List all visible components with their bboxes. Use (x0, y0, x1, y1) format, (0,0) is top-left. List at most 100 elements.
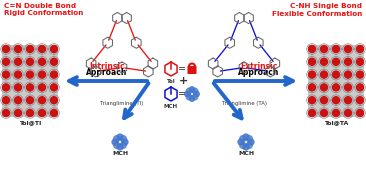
Text: Tol@TI: Tol@TI (19, 120, 41, 125)
Circle shape (192, 88, 198, 94)
Circle shape (15, 58, 22, 65)
Circle shape (38, 46, 45, 53)
Text: =: = (178, 89, 186, 99)
Circle shape (344, 97, 351, 104)
Circle shape (185, 91, 190, 97)
Circle shape (26, 84, 34, 91)
Circle shape (189, 87, 195, 92)
Circle shape (321, 109, 328, 116)
Circle shape (309, 109, 315, 116)
Circle shape (321, 46, 328, 53)
Circle shape (3, 84, 10, 91)
Circle shape (51, 84, 57, 91)
Text: Trianglimine (TI): Trianglimine (TI) (100, 101, 143, 106)
Circle shape (3, 109, 10, 116)
Text: Tol@TA: Tol@TA (324, 120, 348, 125)
Circle shape (309, 97, 315, 104)
Circle shape (309, 58, 315, 65)
Circle shape (114, 136, 120, 142)
Circle shape (189, 96, 195, 101)
Circle shape (240, 136, 246, 142)
Text: MCH: MCH (112, 151, 128, 156)
Circle shape (332, 97, 340, 104)
Circle shape (356, 84, 363, 91)
Circle shape (15, 71, 22, 78)
Circle shape (122, 139, 128, 145)
Text: C=N Double Bond
Rigid Conformation: C=N Double Bond Rigid Conformation (4, 3, 83, 16)
Text: Approach: Approach (86, 68, 128, 77)
Circle shape (332, 84, 340, 91)
Circle shape (240, 142, 246, 148)
Circle shape (344, 71, 351, 78)
Circle shape (38, 109, 45, 116)
Circle shape (112, 139, 118, 145)
Circle shape (26, 109, 34, 116)
Circle shape (344, 46, 351, 53)
Circle shape (243, 134, 249, 140)
Circle shape (332, 58, 340, 65)
Circle shape (243, 144, 249, 150)
FancyBboxPatch shape (308, 45, 364, 117)
Circle shape (356, 58, 363, 65)
Circle shape (51, 58, 57, 65)
Circle shape (38, 84, 45, 91)
Circle shape (246, 142, 252, 148)
Circle shape (356, 109, 363, 116)
Circle shape (246, 136, 252, 142)
Text: MCH: MCH (164, 104, 178, 109)
FancyBboxPatch shape (187, 66, 197, 74)
Circle shape (15, 97, 22, 104)
Circle shape (51, 109, 57, 116)
Circle shape (332, 46, 340, 53)
Circle shape (15, 46, 22, 53)
Circle shape (26, 97, 34, 104)
Circle shape (344, 58, 351, 65)
Circle shape (38, 71, 45, 78)
Text: C-NH Single Bond
Flexible Conformation: C-NH Single Bond Flexible Conformation (272, 3, 362, 16)
Text: MCH: MCH (238, 151, 254, 156)
Circle shape (38, 97, 45, 104)
Circle shape (3, 46, 10, 53)
Circle shape (321, 84, 328, 91)
Circle shape (332, 71, 340, 78)
Text: Trianglimine (TA): Trianglimine (TA) (221, 101, 266, 106)
Circle shape (120, 136, 126, 142)
Text: +: + (178, 77, 188, 87)
Circle shape (3, 58, 10, 65)
Circle shape (248, 139, 254, 145)
Circle shape (3, 71, 10, 78)
Circle shape (120, 142, 126, 148)
Circle shape (321, 97, 328, 104)
Circle shape (117, 134, 123, 140)
Text: Approach: Approach (238, 68, 280, 77)
Circle shape (309, 84, 315, 91)
Text: =: = (178, 64, 186, 74)
Circle shape (194, 91, 199, 97)
Text: Intrinsic: Intrinsic (89, 62, 125, 71)
Circle shape (26, 71, 34, 78)
Circle shape (26, 46, 34, 53)
Circle shape (238, 139, 244, 145)
Circle shape (15, 109, 22, 116)
Circle shape (51, 71, 57, 78)
Circle shape (309, 71, 315, 78)
Circle shape (321, 58, 328, 65)
Circle shape (356, 46, 363, 53)
Circle shape (332, 109, 340, 116)
Circle shape (321, 71, 328, 78)
Circle shape (356, 71, 363, 78)
Text: Tol: Tol (167, 79, 175, 84)
Circle shape (117, 144, 123, 150)
Circle shape (192, 94, 198, 100)
Circle shape (51, 97, 57, 104)
Circle shape (344, 84, 351, 91)
Circle shape (15, 84, 22, 91)
Text: Extrinsic: Extrinsic (240, 62, 278, 71)
Circle shape (344, 109, 351, 116)
Circle shape (186, 88, 192, 94)
Circle shape (186, 94, 192, 100)
Circle shape (114, 142, 120, 148)
Circle shape (38, 58, 45, 65)
FancyBboxPatch shape (2, 45, 58, 117)
Circle shape (51, 46, 57, 53)
